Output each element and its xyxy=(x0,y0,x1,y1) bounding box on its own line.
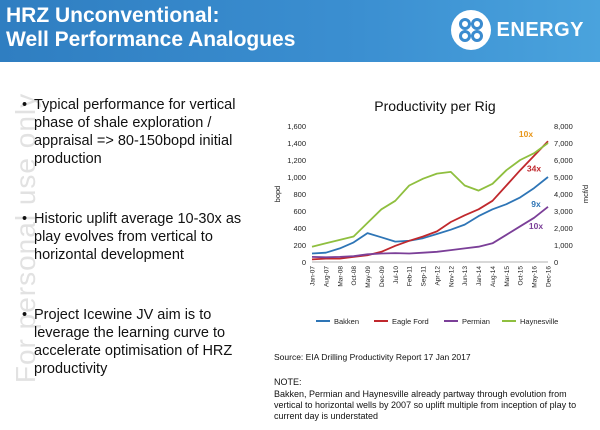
x-tick-label: Aug-07 xyxy=(323,266,330,287)
note-text: Bakken, Permian and Haynesville already … xyxy=(274,389,577,421)
company-logo: ENERGY xyxy=(450,10,584,50)
y-tick-label: 600 xyxy=(293,207,306,216)
x-tick-label: Dec-16 xyxy=(546,266,553,287)
legend-label-bakken: Bakken xyxy=(334,317,359,326)
series-line-bakken xyxy=(311,176,549,255)
legend-label-permian: Permian xyxy=(462,317,490,326)
slide-title: HRZ Unconventional: Well Performance Ana… xyxy=(6,4,295,52)
series-line-permian xyxy=(311,206,549,259)
x-tick-label: Jan-14 xyxy=(476,266,483,286)
y2-axis-label: mcf/d xyxy=(581,185,590,203)
y2-tick-label: 3,000 xyxy=(554,207,573,216)
title-line-2: Well Performance Analogues xyxy=(6,28,296,51)
annotation-label: 34x xyxy=(527,163,541,173)
y2-tick-label: 8,000 xyxy=(554,122,573,131)
annotation-label: 10x xyxy=(519,129,533,139)
y-tick-label: 0 xyxy=(302,258,306,267)
y2-tick-label: 0 xyxy=(554,258,558,267)
y2-tick-label: 1,000 xyxy=(554,241,573,250)
logo-mark-icon xyxy=(450,10,491,50)
x-tick-label: Jul-10 xyxy=(393,266,400,284)
x-tick-label: Jan-07 xyxy=(310,266,317,286)
productivity-chart: 0 200 400 600 800 1,000 1,200 1,400 1,600 0 1,000 2… xyxy=(273,122,590,326)
bullet-dot-icon: • xyxy=(22,97,28,113)
y-tick-label: 400 xyxy=(293,224,306,233)
y2-tick-label: 7,000 xyxy=(554,139,573,148)
y-tick-label: 1,600 xyxy=(287,122,306,131)
bullet-text: Historic uplift average 10-30x as play e… xyxy=(34,211,242,263)
source-text: Source: EIA Drilling Productivity Report… xyxy=(274,352,471,362)
bullet-text: Project Icewine JV aim is to leverage th… xyxy=(34,307,233,377)
series-line-eagle-ford xyxy=(311,140,549,261)
note-heading: NOTE: xyxy=(274,377,302,387)
x-tick-label: Oct-15 xyxy=(518,266,525,286)
bullet-text: Typical performance for vertical phase o… xyxy=(34,97,236,167)
y2-tick-label: 2,000 xyxy=(554,224,573,233)
legend-label-eagle-ford: Eagle Ford xyxy=(392,317,429,326)
x-tick-label: Mar-08 xyxy=(337,266,344,287)
series-line-haynesville xyxy=(311,142,549,248)
y2-tick-label: 6,000 xyxy=(554,156,573,165)
x-tick-label: Mar-15 xyxy=(504,266,511,287)
slide-header: HRZ Unconventional: Well Performance Ana… xyxy=(0,0,600,62)
annotation-label: 9x xyxy=(531,199,541,209)
x-tick-label: Nov-12 xyxy=(448,266,455,287)
annotation-label: 10x xyxy=(529,221,543,231)
legend-label-haynesville: Haynesville xyxy=(520,317,558,326)
y-tick-label: 1,000 xyxy=(287,173,306,182)
x-tick-label: May-16 xyxy=(532,266,539,288)
y-tick-label: 200 xyxy=(293,241,306,250)
x-tick-label: Sep-11 xyxy=(421,266,428,287)
title-line-1: HRZ Unconventional: xyxy=(6,4,220,27)
y-tick-label: 1,400 xyxy=(287,139,306,148)
logo-text: ENERGY xyxy=(496,18,584,41)
y-tick-label: 1,200 xyxy=(287,156,306,165)
x-tick-label: Feb-11 xyxy=(407,266,414,286)
x-tick-label: Apr-12 xyxy=(434,266,441,286)
y2-tick-label: 5,000 xyxy=(554,173,573,182)
bullet-dot-icon: • xyxy=(22,211,28,227)
y-axis-label: bopd xyxy=(273,186,282,203)
y2-tick-label: 4,000 xyxy=(554,190,573,199)
chart-title: Productivity per Rig xyxy=(374,98,496,114)
x-tick-label: Jun-13 xyxy=(462,266,469,286)
x-tick-label: Dec-09 xyxy=(379,266,386,287)
bullet-dot-icon: • xyxy=(22,307,28,323)
y-tick-label: 800 xyxy=(293,190,306,199)
x-tick-label: May-09 xyxy=(365,266,372,288)
x-tick-label: Aug-14 xyxy=(490,266,497,287)
x-tick-label: Oct-08 xyxy=(351,266,358,286)
